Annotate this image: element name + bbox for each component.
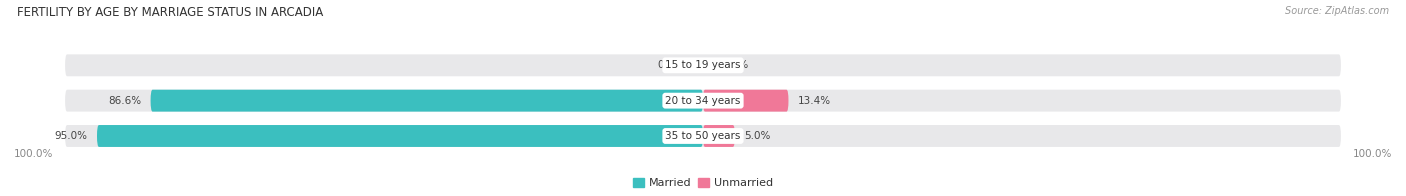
FancyBboxPatch shape (97, 125, 703, 147)
Text: 0.0%: 0.0% (658, 60, 683, 70)
FancyBboxPatch shape (65, 125, 1341, 147)
Legend: Married, Unmarried: Married, Unmarried (628, 173, 778, 193)
Text: 20 to 34 years: 20 to 34 years (665, 96, 741, 106)
Text: 35 to 50 years: 35 to 50 years (665, 131, 741, 141)
Text: 86.6%: 86.6% (108, 96, 141, 106)
Text: FERTILITY BY AGE BY MARRIAGE STATUS IN ARCADIA: FERTILITY BY AGE BY MARRIAGE STATUS IN A… (17, 6, 323, 19)
Text: 5.0%: 5.0% (744, 131, 770, 141)
FancyBboxPatch shape (150, 90, 703, 112)
FancyBboxPatch shape (703, 90, 789, 112)
Text: 15 to 19 years: 15 to 19 years (665, 60, 741, 70)
FancyBboxPatch shape (703, 125, 735, 147)
FancyBboxPatch shape (65, 90, 1341, 112)
Text: 95.0%: 95.0% (55, 131, 87, 141)
Text: 0.0%: 0.0% (723, 60, 748, 70)
Text: 100.0%: 100.0% (1353, 149, 1392, 159)
Text: Source: ZipAtlas.com: Source: ZipAtlas.com (1285, 6, 1389, 16)
Text: 13.4%: 13.4% (799, 96, 831, 106)
Text: 100.0%: 100.0% (14, 149, 53, 159)
FancyBboxPatch shape (65, 54, 1341, 76)
